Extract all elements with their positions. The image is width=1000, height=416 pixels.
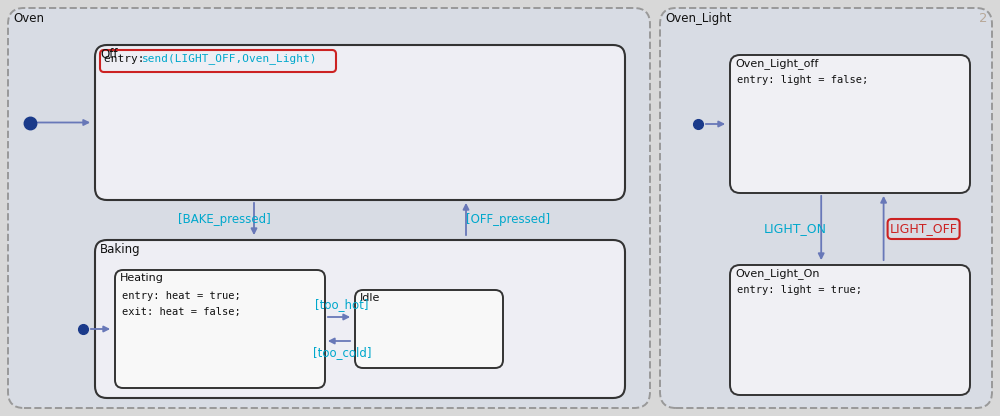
Text: LIGHT_ON: LIGHT_ON: [764, 223, 827, 235]
Text: Oven: Oven: [13, 12, 44, 25]
FancyBboxPatch shape: [115, 270, 325, 388]
Text: Oven_Light_On: Oven_Light_On: [735, 268, 820, 279]
FancyBboxPatch shape: [95, 45, 625, 200]
Text: [too_cold]: [too_cold]: [313, 347, 371, 359]
Text: Baking: Baking: [100, 243, 141, 256]
Text: exit: heat = false;: exit: heat = false;: [122, 307, 241, 317]
Text: LIGHT_OFF: LIGHT_OFF: [890, 223, 958, 235]
Text: Off: Off: [100, 48, 118, 61]
Text: Oven_Light: Oven_Light: [665, 12, 732, 25]
Text: entry:: entry:: [104, 54, 151, 64]
FancyBboxPatch shape: [660, 8, 992, 408]
Text: [BAKE_pressed]: [BAKE_pressed]: [178, 213, 270, 226]
Text: [too_hot]: [too_hot]: [315, 299, 369, 312]
FancyBboxPatch shape: [95, 240, 625, 398]
Text: 2: 2: [978, 12, 987, 25]
FancyBboxPatch shape: [730, 265, 970, 395]
Text: [OFF_pressed]: [OFF_pressed]: [466, 213, 550, 226]
Text: entry: light = false;: entry: light = false;: [737, 75, 868, 85]
FancyBboxPatch shape: [730, 55, 970, 193]
Text: Oven_Light_off: Oven_Light_off: [735, 58, 818, 69]
Text: entry: light = true;: entry: light = true;: [737, 285, 862, 295]
FancyBboxPatch shape: [8, 8, 650, 408]
Text: send(LIGHT_OFF,Oven_Light): send(LIGHT_OFF,Oven_Light): [142, 54, 318, 64]
Text: Heating: Heating: [120, 273, 164, 283]
Text: entry: heat = true;: entry: heat = true;: [122, 291, 241, 301]
FancyBboxPatch shape: [355, 290, 503, 368]
Text: Idle: Idle: [360, 293, 380, 303]
